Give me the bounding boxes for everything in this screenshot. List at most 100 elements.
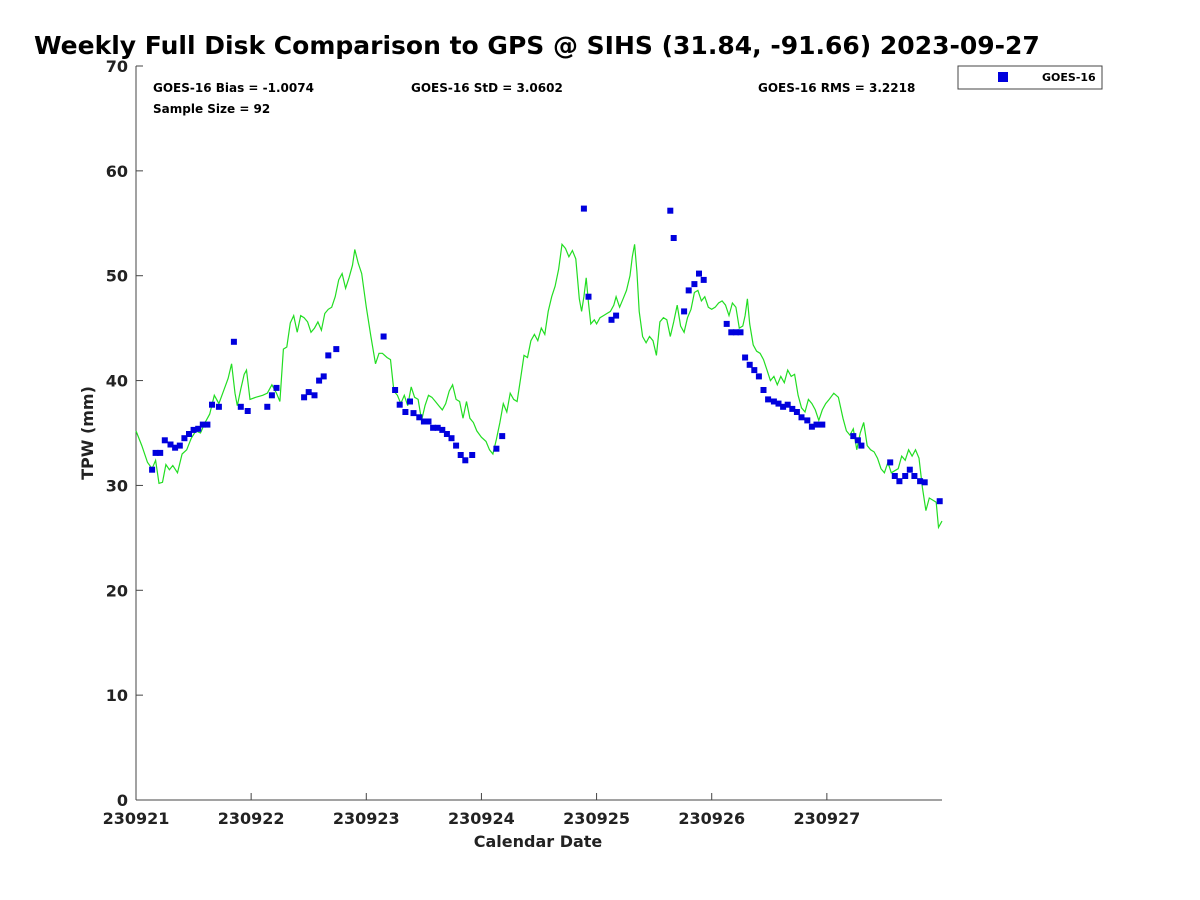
legend-label: GOES-16 bbox=[1042, 71, 1096, 84]
goes16-data-point bbox=[333, 346, 340, 353]
goes16-data-point bbox=[499, 433, 506, 440]
goes16-data-point bbox=[392, 387, 399, 393]
goes16-data-point bbox=[430, 424, 437, 431]
goes16-data-point bbox=[770, 398, 777, 405]
goes16-data-point bbox=[887, 459, 894, 466]
goes16-data-point bbox=[380, 333, 387, 340]
x-tick-label: 230925 bbox=[563, 809, 630, 828]
stat-rms: GOES-16 RMS = 3.2218 bbox=[758, 81, 915, 95]
goes16-data-point bbox=[237, 403, 244, 410]
goes16-data-point bbox=[448, 435, 455, 442]
goes16-data-point bbox=[921, 479, 928, 486]
x-tick-label: 230923 bbox=[333, 809, 400, 828]
goes16-data-point bbox=[443, 431, 450, 437]
goes16-data-point bbox=[751, 367, 758, 374]
goes16-data-point bbox=[813, 421, 820, 428]
goes16-data-point bbox=[700, 276, 707, 283]
x-axis-label: Calendar Date bbox=[474, 832, 603, 851]
goes16-data-point bbox=[670, 235, 677, 241]
goes16-data-point bbox=[936, 498, 943, 505]
goes16-data-point bbox=[176, 442, 183, 449]
goes16-data-point bbox=[199, 421, 206, 428]
series-layer bbox=[135, 205, 943, 530]
x-tick-label: 230924 bbox=[448, 809, 515, 828]
goes16-data-point bbox=[696, 270, 702, 277]
goes16-data-point bbox=[186, 431, 192, 437]
goes16-data-point bbox=[325, 352, 332, 359]
goes16-data-point bbox=[760, 387, 767, 393]
y-tick-label: 30 bbox=[106, 476, 128, 495]
goes16-data-point bbox=[273, 384, 280, 391]
goes16-data-point bbox=[808, 423, 815, 430]
goes16-data-point bbox=[469, 452, 476, 458]
goes16-data-point bbox=[152, 449, 159, 456]
chart-title: Weekly Full Disk Comparison to GPS @ SIH… bbox=[34, 31, 1040, 60]
y-tick-label: 50 bbox=[106, 267, 128, 286]
goes16-data-point bbox=[161, 437, 168, 444]
goes16-data-point bbox=[305, 389, 312, 396]
goes16-data-point bbox=[209, 401, 215, 408]
goes16-data-point bbox=[316, 377, 323, 384]
goes16-data-point bbox=[167, 441, 174, 448]
y-tick-label: 20 bbox=[106, 581, 128, 600]
goes16-data-point bbox=[172, 444, 179, 451]
goes16-data-point bbox=[311, 392, 318, 399]
goes16-data-point bbox=[439, 426, 446, 433]
goes16-data-point bbox=[301, 394, 308, 401]
goes16-data-point bbox=[732, 329, 739, 336]
goes16-data-point bbox=[728, 329, 735, 336]
goes16-data-point bbox=[264, 403, 271, 410]
gps-series-line bbox=[135, 242, 943, 530]
goes16-data-point bbox=[204, 421, 211, 428]
stat-sample-size: Sample Size = 92 bbox=[153, 102, 270, 116]
goes16-data-point bbox=[215, 403, 222, 410]
goes16-data-point bbox=[891, 473, 898, 479]
goes16-data-point bbox=[685, 287, 692, 294]
goes16-data-point bbox=[746, 361, 753, 368]
goes16-data-point bbox=[453, 442, 460, 449]
y-tick-label: 10 bbox=[106, 686, 128, 705]
legend-box bbox=[957, 65, 1103, 90]
goes16-data-point bbox=[585, 293, 592, 300]
x-tick-label: 230926 bbox=[678, 809, 745, 828]
goes16-data-point bbox=[798, 414, 805, 421]
goes16-data-point bbox=[425, 418, 432, 425]
goes16-data-point bbox=[691, 281, 698, 288]
x-tick-label: 230921 bbox=[103, 809, 170, 828]
goes16-data-point bbox=[819, 421, 826, 428]
goes16-data-point bbox=[850, 433, 857, 440]
goes16-data-point bbox=[858, 442, 865, 449]
stat-bias: GOES-16 Bias = -1.0074 bbox=[153, 81, 314, 95]
goes16-data-point bbox=[402, 409, 409, 415]
x-tick-label: 230927 bbox=[793, 809, 860, 828]
goes16-data-point bbox=[775, 400, 782, 407]
x-ticks: 230921 230922 230923 230924 230925 230926 2309… bbox=[103, 793, 860, 828]
goes16-data-point bbox=[493, 445, 500, 452]
goes16-data-point bbox=[906, 466, 913, 473]
y-tick-label: 40 bbox=[106, 372, 128, 391]
goes16-data-point bbox=[230, 338, 237, 345]
y-ticks: 0 10 20 30 40 50 60 70 bbox=[106, 57, 143, 810]
goes16-data-point bbox=[789, 405, 796, 412]
goes16-data-point bbox=[917, 478, 924, 485]
goes16-data-point bbox=[434, 424, 441, 431]
goes16-data-point bbox=[457, 452, 464, 458]
goes16-data-point bbox=[742, 354, 749, 361]
goes16-data-point bbox=[755, 373, 762, 380]
goes16-data-point bbox=[416, 414, 423, 421]
goes16-data-point bbox=[737, 329, 744, 336]
y-tick-label: 60 bbox=[106, 162, 128, 181]
goes16-data-point bbox=[268, 392, 275, 399]
y-tick-label: 0 bbox=[117, 791, 128, 810]
goes16-data-point bbox=[793, 409, 800, 415]
goes16-data-point bbox=[613, 312, 620, 319]
x-tick-label: 230922 bbox=[218, 809, 285, 828]
goes16-data-point bbox=[244, 408, 251, 414]
goes16-data-point bbox=[190, 426, 197, 433]
y-tick-label: 70 bbox=[106, 57, 128, 76]
goes16-data-point bbox=[681, 308, 688, 315]
y-axis-label: TPW (mm) bbox=[78, 386, 97, 480]
goes16-data-point bbox=[407, 398, 413, 405]
legend: GOES-16 bbox=[957, 65, 1103, 90]
goes16-data-point bbox=[320, 373, 327, 380]
